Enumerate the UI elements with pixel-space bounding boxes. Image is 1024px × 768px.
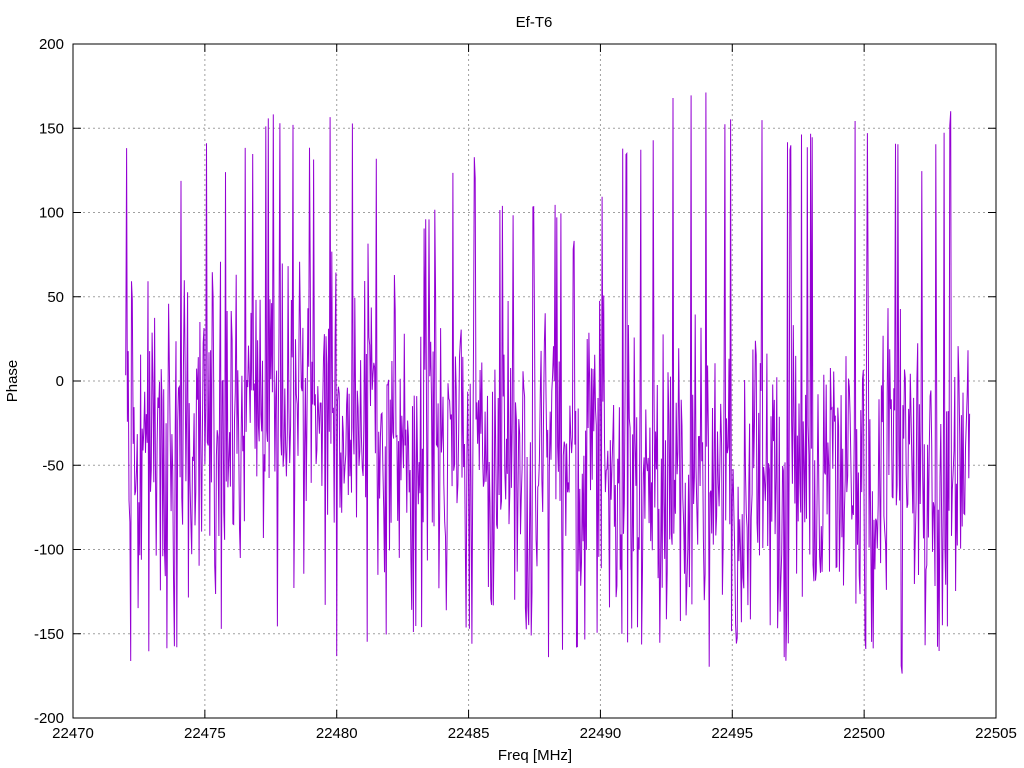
y-tick-label: 0 xyxy=(56,373,64,390)
x-tick-label: 22470 xyxy=(52,725,94,742)
x-tick-label: 22495 xyxy=(711,725,753,742)
x-tick-label: 22475 xyxy=(184,725,226,742)
y-tick-label: -200 xyxy=(34,710,64,727)
y-tick-label: 50 xyxy=(47,289,64,306)
x-tick-label: 22490 xyxy=(580,725,622,742)
x-tick-labels: 22470 22475 22480 22485 22490 22495 22500 22505 xyxy=(52,725,1017,742)
y-tick-label: -50 xyxy=(42,457,64,474)
chart-title: Ef-T6 xyxy=(516,14,553,31)
y-axis-title: Phase xyxy=(4,360,21,403)
y-tick-label: -150 xyxy=(34,626,64,643)
x-tick-label: 22485 xyxy=(448,725,490,742)
y-tick-label: 150 xyxy=(39,120,64,137)
x-axis-title: Freq [MHz] xyxy=(498,747,572,764)
x-tick-label: 22500 xyxy=(843,725,885,742)
axis-ticks xyxy=(72,43,997,719)
y-tick-label: 200 xyxy=(39,36,64,53)
y-tick-label: 100 xyxy=(39,205,64,222)
series-group xyxy=(125,92,971,674)
phase-series-line xyxy=(125,92,971,674)
x-tick-label: 22480 xyxy=(316,725,358,742)
y-tick-labels: -200 -150 -100 -50 0 50 100 150 200 xyxy=(34,36,64,727)
x-tick-label: 22505 xyxy=(975,725,1017,742)
y-tick-label: -100 xyxy=(34,542,64,559)
